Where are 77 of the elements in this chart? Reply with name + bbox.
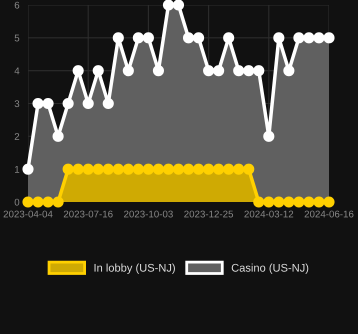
x-tick-label: 2023-12-25 — [184, 210, 234, 218]
x-tick-label: 2023-10-03 — [124, 210, 173, 218]
point — [32, 196, 44, 208]
point — [263, 196, 274, 208]
point — [283, 196, 294, 208]
point — [172, 0, 184, 11]
point — [92, 164, 104, 175]
x-tick-label: 2023-04-04 — [4, 210, 53, 218]
point — [22, 196, 34, 208]
point — [182, 32, 194, 44]
point — [273, 32, 284, 44]
point — [243, 164, 254, 175]
point — [112, 32, 124, 44]
point — [213, 65, 224, 76]
point — [253, 65, 264, 76]
y-tick-label: 0 — [14, 198, 20, 206]
point — [313, 32, 325, 44]
y-tick-label: 6 — [14, 2, 20, 9]
point — [323, 196, 335, 208]
y-tick-label: 2 — [14, 133, 20, 140]
point — [233, 164, 244, 175]
x-tick-label: 2023-07-16 — [64, 210, 113, 218]
point — [122, 164, 134, 175]
point — [223, 164, 234, 175]
y-tick-label: 4 — [14, 68, 20, 74]
point — [152, 164, 164, 175]
x-tick-label: 2024-03-12 — [244, 210, 294, 218]
point — [152, 65, 164, 76]
point — [132, 32, 144, 44]
point — [22, 164, 34, 175]
point — [32, 98, 44, 110]
point — [172, 164, 184, 175]
point — [303, 196, 314, 208]
point — [52, 196, 64, 208]
point — [303, 32, 314, 44]
point — [253, 196, 264, 208]
point — [243, 65, 254, 76]
point — [293, 196, 304, 208]
point — [112, 164, 124, 175]
point — [263, 130, 274, 142]
y-tick-label: 5 — [14, 34, 20, 42]
point — [193, 32, 204, 44]
point — [193, 164, 204, 175]
point — [52, 130, 64, 142]
point — [203, 164, 214, 175]
x-tick-label: 2024-06-16 — [304, 210, 354, 218]
point — [72, 164, 84, 175]
point — [142, 32, 154, 44]
point — [213, 164, 224, 175]
point — [82, 98, 94, 110]
y-tick-label: 3 — [14, 100, 20, 108]
point — [203, 65, 214, 76]
point — [92, 65, 104, 76]
point — [102, 164, 114, 175]
point — [323, 32, 335, 44]
point — [42, 98, 54, 110]
point — [62, 164, 74, 175]
point — [82, 164, 94, 175]
point — [162, 164, 174, 175]
point — [102, 98, 114, 110]
point — [122, 65, 134, 76]
point — [62, 98, 74, 110]
y-tick-label: 1 — [15, 166, 20, 173]
point — [42, 196, 54, 208]
legend-label: In lobby (US-NJ) — [94, 264, 175, 274]
point — [223, 32, 234, 44]
point — [233, 65, 244, 76]
point — [162, 0, 174, 11]
point — [313, 196, 325, 208]
point — [142, 164, 154, 175]
point — [132, 164, 144, 175]
point — [273, 196, 284, 208]
point — [283, 65, 294, 76]
point — [182, 164, 194, 175]
point — [293, 32, 304, 44]
legend-label: Casino (US-NJ) — [232, 264, 308, 274]
point — [72, 65, 84, 76]
